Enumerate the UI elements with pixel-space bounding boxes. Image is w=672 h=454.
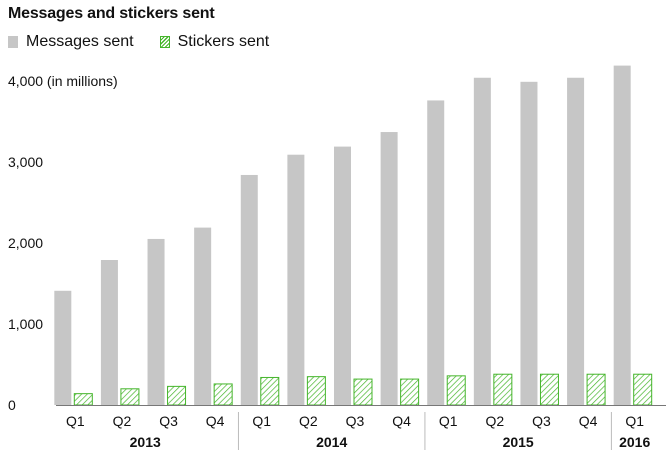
bar-stickers bbox=[260, 376, 280, 406]
x-tick-label: Q1 bbox=[66, 413, 85, 429]
x-tick-label: Q1 bbox=[625, 413, 644, 429]
chart-title: Messages and stickers sent bbox=[8, 5, 215, 22]
year-label: 2013 bbox=[130, 434, 161, 450]
x-tick-label: Q4 bbox=[392, 413, 411, 429]
bar-stickers bbox=[213, 383, 233, 406]
bar-messages bbox=[194, 227, 212, 405]
legend-item-stickers: Stickers sent bbox=[159, 33, 270, 51]
bar-stickers bbox=[120, 388, 140, 406]
year-label: 2015 bbox=[503, 434, 534, 450]
legend-label-stickers: Stickers sent bbox=[177, 33, 270, 50]
y-tick-label: 4,000 (in millions) bbox=[8, 73, 118, 89]
bar-stickers bbox=[633, 373, 653, 406]
bar-messages bbox=[380, 132, 398, 405]
y-tick-label: 1,000 bbox=[8, 316, 43, 332]
bar-messages bbox=[54, 290, 72, 405]
y-tick-label: 2,000 bbox=[8, 235, 43, 251]
legend-label-messages: Messages sent bbox=[26, 33, 134, 50]
bar-messages bbox=[473, 77, 491, 405]
year-label: 2016 bbox=[619, 434, 650, 450]
bar-stickers bbox=[400, 378, 420, 406]
bar-messages bbox=[427, 100, 445, 405]
x-tick-label: Q4 bbox=[206, 413, 225, 429]
x-tick-label: Q1 bbox=[439, 413, 458, 429]
bar-stickers bbox=[446, 375, 466, 406]
bar-stickers bbox=[539, 373, 559, 406]
bar-messages bbox=[100, 260, 118, 405]
bar-messages bbox=[520, 81, 538, 405]
bar-messages bbox=[613, 65, 631, 406]
bar-messages bbox=[240, 174, 258, 405]
bar-messages bbox=[147, 238, 165, 405]
x-tick-label: Q2 bbox=[113, 413, 132, 429]
y-tick-label: 3,000 bbox=[8, 154, 43, 170]
bar-stickers bbox=[73, 393, 93, 406]
x-tick-label: Q3 bbox=[159, 413, 178, 429]
y-tick-label: 0 bbox=[8, 397, 16, 413]
legend-item-messages: Messages sent bbox=[8, 33, 134, 51]
x-tick-label: Q3 bbox=[346, 413, 365, 429]
bar-messages bbox=[287, 154, 305, 405]
legend: Messages sent Stickers sent bbox=[8, 33, 295, 51]
bar-stickers bbox=[306, 376, 326, 406]
x-tick-label: Q3 bbox=[532, 413, 551, 429]
legend-swatch-messages bbox=[8, 36, 18, 48]
x-tick-label: Q4 bbox=[579, 413, 598, 429]
bar-stickers bbox=[167, 385, 187, 406]
bar-stickers bbox=[586, 373, 606, 406]
bar-stickers bbox=[493, 373, 513, 406]
x-tick-label: Q1 bbox=[252, 413, 271, 429]
bar-messages bbox=[567, 77, 585, 405]
x-tick-label: Q2 bbox=[486, 413, 505, 429]
x-tick-label: Q2 bbox=[299, 413, 318, 429]
bar-stickers bbox=[353, 378, 373, 406]
year-label: 2014 bbox=[316, 434, 347, 450]
legend-swatch-stickers bbox=[159, 36, 170, 48]
bar-messages bbox=[334, 146, 351, 406]
